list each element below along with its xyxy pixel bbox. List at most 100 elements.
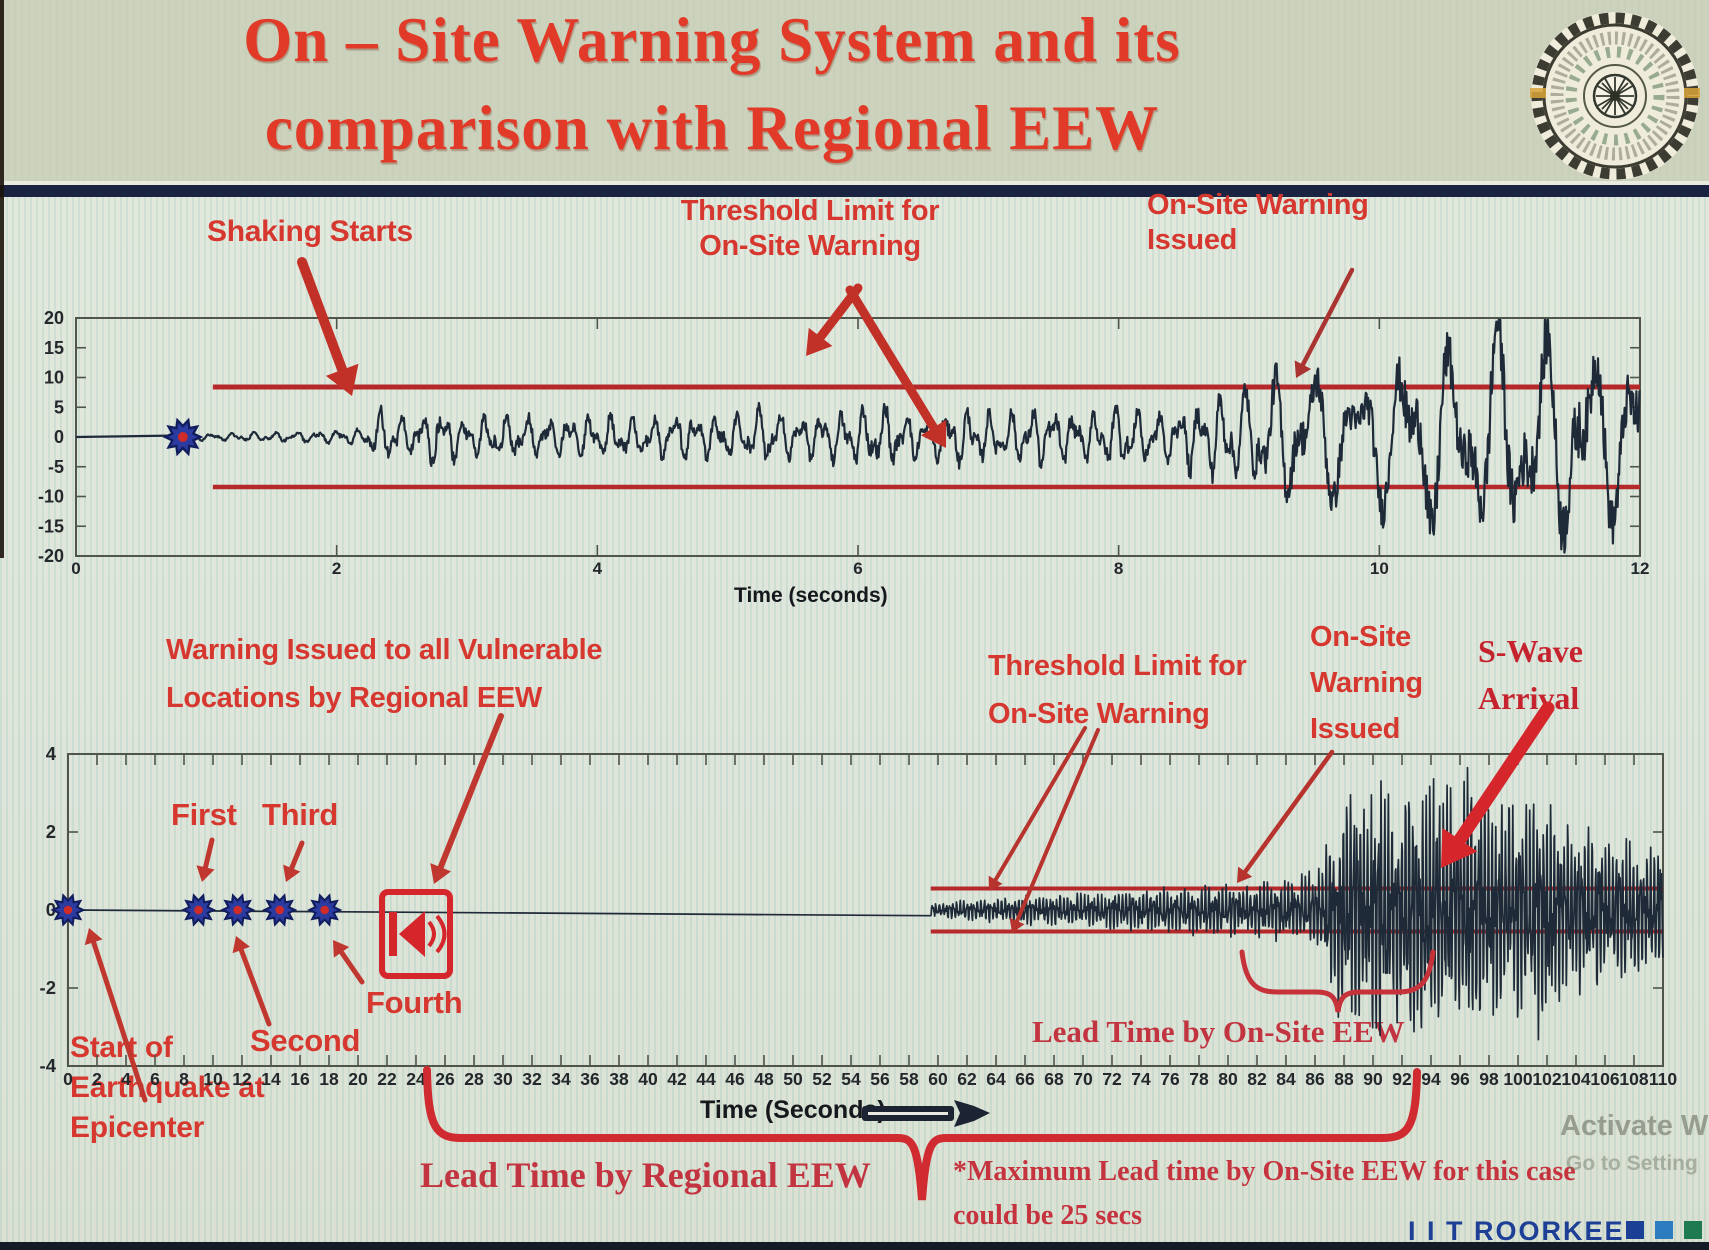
annotation-arrow [84, 928, 148, 1103]
svg-text:0: 0 [54, 427, 64, 447]
svg-text:110: 110 [1649, 1069, 1677, 1089]
svg-text:-10: -10 [38, 487, 64, 507]
bottom-xaxis-title: Time (Seconds) [700, 1096, 886, 1124]
label-second: Second [250, 1023, 361, 1058]
svg-text:66: 66 [1015, 1069, 1035, 1089]
footer-square-lightblue [1655, 1221, 1673, 1239]
svg-text:106: 106 [1590, 1069, 1619, 1089]
waveform-trace [75, 318, 1641, 554]
chart-1: 0 2 4 6 8 10 12 14 16 18 20 22 24 26 28 30 32 34 36 38 40 42 4… [40, 743, 1678, 1089]
svg-text:70: 70 [1073, 1069, 1093, 1089]
svg-text:58: 58 [899, 1069, 919, 1089]
p-wave-star-marker [307, 893, 343, 927]
annotation-arrow [1441, 701, 1555, 868]
svg-text:2: 2 [332, 559, 341, 578]
annotation-arrow [1237, 749, 1335, 883]
annotation-arrow [333, 940, 365, 985]
svg-text:78: 78 [1189, 1069, 1209, 1089]
svg-text:4: 4 [121, 1069, 131, 1089]
svg-text:80: 80 [1218, 1069, 1238, 1089]
svg-text:0: 0 [46, 899, 56, 920]
iit-roorkee-logo [1530, 12, 1700, 180]
svg-text:102: 102 [1532, 1069, 1561, 1089]
annotation-arrow [1294, 267, 1355, 378]
regional-lead-time-bracket [423, 1066, 1421, 1201]
slide-title-line1: On – Site Warning System and its [243, 5, 1181, 75]
p-wave-star-marker [50, 893, 86, 927]
svg-text:8: 8 [1114, 559, 1123, 578]
svg-text:88: 88 [1334, 1069, 1354, 1089]
slide-title-line2: comparison with Regional EEW [264, 93, 1160, 163]
time-axis-arrow-icon [862, 1100, 990, 1127]
svg-text:8: 8 [179, 1069, 189, 1089]
svg-text:46: 46 [725, 1069, 745, 1089]
svg-text:12: 12 [232, 1069, 252, 1089]
svg-text:10: 10 [1370, 559, 1389, 578]
svg-text:50: 50 [783, 1069, 803, 1089]
label-threshold-bottom: Threshold Limit for On-Site Warning [988, 650, 1247, 730]
svg-text:14: 14 [261, 1069, 281, 1089]
svg-text:44: 44 [696, 1069, 716, 1089]
activate-windows-watermark: Activate Wi [1560, 1110, 1709, 1142]
svg-text:38: 38 [609, 1069, 629, 1089]
svg-text:2: 2 [46, 821, 56, 842]
svg-text:100: 100 [1503, 1069, 1532, 1089]
svg-text:16: 16 [290, 1069, 310, 1089]
svg-text:12: 12 [1631, 559, 1650, 578]
svg-text:104: 104 [1561, 1069, 1590, 1089]
svg-text:15: 15 [44, 338, 64, 358]
svg-text:20: 20 [348, 1069, 368, 1089]
svg-text:32: 32 [522, 1069, 542, 1089]
svg-text:26: 26 [435, 1069, 455, 1089]
annotation-arrow [430, 713, 504, 884]
iit-roorkee-wordmark: I I T ROORKEE [1408, 1216, 1625, 1246]
annotation-arrow [845, 285, 947, 448]
label-max-lead-note: *Maximum Lead time by On-Site EEW for th… [953, 1156, 1576, 1231]
svg-text:6: 6 [150, 1069, 160, 1089]
label-regional-warning: Warning Issued to all Vulnerable Locatio… [166, 634, 603, 714]
svg-text:34: 34 [551, 1069, 571, 1089]
svg-text:76: 76 [1160, 1069, 1180, 1089]
label-first: First [171, 797, 237, 832]
waveform-trace [67, 766, 1664, 1041]
svg-text:10: 10 [44, 368, 64, 388]
svg-text:20: 20 [44, 308, 64, 328]
p-wave-star-marker [180, 893, 217, 927]
svg-text:98: 98 [1479, 1069, 1499, 1089]
label-threshold-top: Threshold Limit for On-Site Warning [680, 195, 940, 262]
svg-text:0: 0 [71, 559, 80, 578]
p-wave-star-marker [162, 417, 204, 457]
svg-text:42: 42 [667, 1069, 687, 1089]
label-onsite-warning-bottom: On-Site Warning Issued [1310, 621, 1423, 745]
svg-text:84: 84 [1276, 1069, 1296, 1089]
regional-warning-alarm-icon [379, 889, 453, 979]
svg-text:24: 24 [406, 1069, 426, 1089]
svg-text:36: 36 [580, 1069, 600, 1089]
svg-text:-5: -5 [48, 457, 64, 477]
svg-text:74: 74 [1131, 1069, 1151, 1089]
svg-text:30: 30 [493, 1069, 513, 1089]
svg-text:52: 52 [812, 1069, 832, 1089]
chart-background [0, 197, 1709, 1242]
svg-text:82: 82 [1247, 1069, 1267, 1089]
label-start-earthquake: Start of Earthquake at Epicenter [70, 1031, 265, 1144]
svg-text:10: 10 [203, 1069, 223, 1089]
p-wave-star-marker [220, 893, 256, 927]
annotation-arrow [232, 936, 272, 1027]
chart-0: 0 2 4 6 8 10 12 -20 -15 -10 -5 0 5 10 15 20 [38, 308, 1649, 578]
label-swave-arrival: S-Wave Arrival [1478, 633, 1583, 716]
divider-bar [0, 181, 1709, 197]
annotation-arrow [283, 840, 305, 882]
svg-text:28: 28 [464, 1069, 484, 1089]
svg-text:108: 108 [1619, 1069, 1648, 1089]
svg-text:0: 0 [63, 1069, 73, 1089]
svg-text:5: 5 [54, 397, 64, 417]
svg-text:4: 4 [593, 559, 603, 578]
svg-text:22: 22 [377, 1069, 397, 1089]
label-lead-time-onsite: Lead Time by On-Site EEW [1032, 1014, 1405, 1049]
label-third: Third [262, 797, 338, 832]
label-fourth: Fourth [366, 985, 463, 1020]
label-shaking-starts: Shaking Starts [207, 215, 413, 248]
